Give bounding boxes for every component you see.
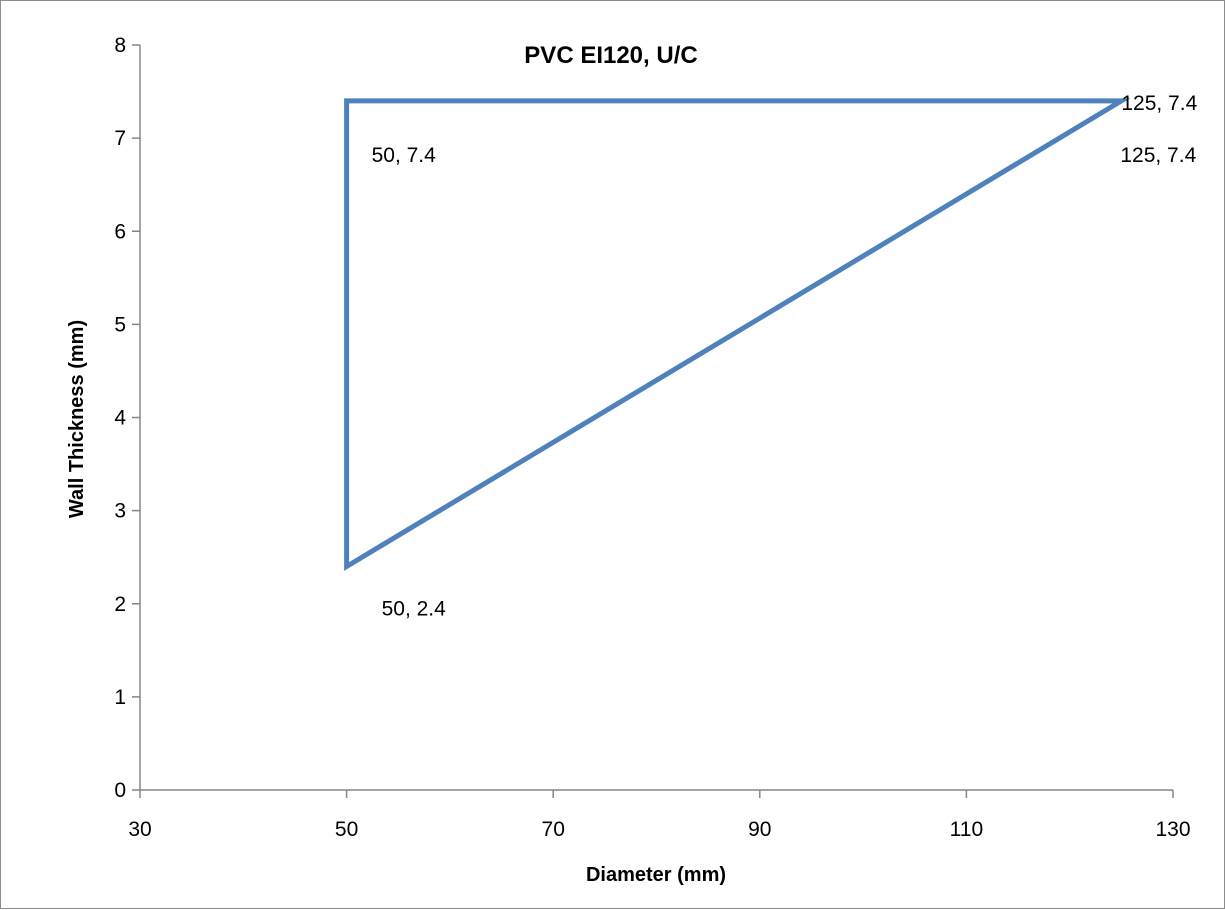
y-axis-title: Wall Thickness (mm) — [66, 320, 88, 518]
y-tick-label: 3 — [114, 500, 126, 523]
data-label: 125, 7.4 — [1121, 92, 1197, 115]
y-tick-label: 6 — [114, 220, 126, 243]
y-tick-label: 4 — [114, 407, 126, 430]
series-line — [344, 98, 1131, 571]
x-axis-title: Diameter (mm) — [586, 864, 726, 886]
y-tick-label: 2 — [114, 593, 126, 616]
y-tick-label: 8 — [114, 34, 126, 57]
axes: 0 1 2 3 4 5 6 7 8 30 50 70 90 110 130 — [114, 34, 1190, 841]
y-tick-label: 7 — [114, 127, 126, 150]
data-label: 50, 7.4 — [372, 144, 437, 167]
x-tick-label: 130 — [1155, 818, 1190, 841]
series-layer — [344, 98, 1131, 571]
data-labels: 50, 7.4 125, 7.4 50, 2.4 125, 7.4 — [372, 92, 1198, 621]
x-tick-label: 70 — [542, 818, 565, 841]
y-tick-label: 1 — [114, 686, 126, 709]
x-tick-label: 50 — [335, 818, 358, 841]
y-tick-label: 5 — [114, 313, 126, 336]
data-label: 50, 2.4 — [382, 598, 447, 621]
x-tick-label: 90 — [748, 818, 771, 841]
chart-title: PVC EI120, U/C — [524, 42, 697, 69]
y-tick-label: 0 — [114, 779, 126, 802]
x-tick-label: 30 — [128, 818, 151, 841]
x-tick-label: 110 — [950, 818, 983, 841]
data-label: 125, 7.4 — [1120, 144, 1196, 167]
